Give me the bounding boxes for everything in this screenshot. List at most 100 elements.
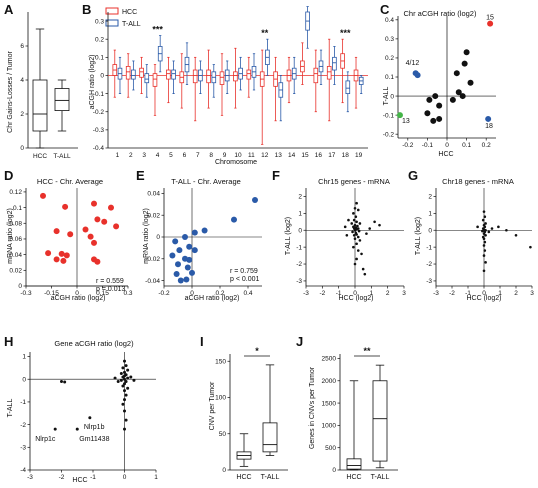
panel-j-ytick-label: 2000	[322, 378, 337, 385]
panel-g-point	[483, 240, 487, 244]
panel-d-point	[82, 226, 89, 233]
panel-f-point	[355, 220, 358, 224]
panel-h-point	[121, 384, 125, 388]
panel-c-point-tall	[414, 72, 421, 79]
panel-d-point	[53, 228, 60, 235]
panel-f-point	[363, 272, 367, 276]
panel-f-ytick-label: -1	[296, 244, 302, 251]
panel-h-ytick-label: 1	[22, 354, 26, 361]
panel-h-point	[119, 378, 123, 382]
panel-d-point	[108, 204, 114, 211]
panel-a-xtick-label: HCC	[33, 153, 47, 160]
panel-g-xlabel: HCC (log2)	[466, 295, 501, 302]
panel-c-point-black	[459, 93, 466, 100]
panel-b-chromosome-label: 5	[169, 152, 173, 159]
panel-c-point-black	[426, 96, 433, 103]
panel-j-ytick-label: 1000	[322, 423, 337, 430]
panel-g-xtick-label: -3	[433, 290, 439, 297]
panel-d-stat-r: r = 0.559	[96, 278, 124, 285]
panel-a-ytick-label: 0	[20, 145, 24, 152]
panel-e-xtick-label: -0.2	[158, 290, 170, 297]
panel-e-point	[184, 264, 191, 271]
panel-f-point	[353, 228, 357, 232]
panel-d-xtick-label: -0.15	[44, 290, 59, 297]
panel-f-point	[368, 227, 372, 230]
panel-e: T-ALL - Chr. Average aCGH ratio (log2) m…	[143, 177, 262, 302]
panel-i-ytick-label: 100	[215, 395, 226, 402]
panel-b-ytick-label: 0.2	[95, 36, 104, 43]
panel-b-box-hcc-chr9-box	[219, 71, 225, 85]
panel-e-point	[169, 252, 176, 259]
panel-b-box-hcc-chr11-box	[246, 69, 252, 80]
panel-f-point	[353, 237, 357, 240]
legend-label-tall: T-ALL	[122, 21, 141, 28]
panel-g-point	[476, 225, 479, 229]
panel-h-gene-label: Nlrp1b	[84, 424, 105, 431]
panel-f-point	[356, 224, 359, 228]
panel-a-xtick-label: T-ALL	[53, 153, 71, 160]
panel-b-box-hcc-chr7-box	[192, 69, 198, 84]
panel-d-stat-p: p = 0.013	[96, 286, 125, 293]
panel-i: CNV per Tumor 0 50 100 150 HCC T-ALL *	[209, 346, 288, 481]
panel-f-ytick-label: -2	[296, 261, 302, 268]
panel-b-chromosome-label: 16	[315, 152, 323, 159]
panel-d-point	[58, 250, 65, 257]
panel-d-xtick-label: 0	[75, 290, 79, 297]
panel-d-point	[60, 257, 67, 264]
panel-g: Chr18 genes - mRNA HCC (log2) T-ALL (log…	[415, 177, 534, 302]
panel-e-ylabel: mRNA ratio (log2)	[143, 208, 150, 264]
panel-a-box-t-all-box	[54, 88, 70, 112]
panel-label-a: A	[4, 2, 14, 17]
panel-h-point	[123, 398, 126, 402]
panel-h-point	[124, 393, 128, 397]
panel-f-point	[352, 234, 356, 237]
panel-c-point-black	[467, 79, 474, 86]
panel-b-box-hcc-chr16-box	[313, 67, 319, 84]
panel-c-point-black	[432, 93, 439, 100]
panel-c-point-black	[424, 110, 431, 117]
panel-g-point	[514, 234, 518, 237]
panel-f-point	[358, 239, 362, 242]
panel-g-point	[487, 230, 491, 234]
panel-i-xtick-label: T-ALL	[261, 474, 280, 481]
panel-b-box-hcc-chr10-box	[233, 71, 238, 82]
panel-label-e: E	[136, 168, 145, 183]
legend-swatch-hcc	[105, 7, 119, 15]
panel-c-ytick-label: 0.1	[385, 74, 394, 81]
panel-i-xtick-label: HCC	[236, 474, 251, 481]
panel-b-chromosome-label: 15	[301, 152, 309, 159]
panel-f-point	[358, 222, 362, 225]
panel-b-box-tall-chr2-box	[131, 69, 136, 80]
panel-d-xtick-label: -0.3	[20, 290, 32, 297]
panel-c-ytick-label: -0.1	[383, 112, 395, 119]
panel-h-point	[53, 427, 57, 431]
panel-c-xlabel: HCC	[438, 151, 453, 158]
panel-g-xtick-label: -2	[449, 290, 455, 297]
panel-g-point	[482, 244, 486, 247]
panel-d-point	[91, 200, 97, 207]
panel-g-point	[481, 218, 485, 222]
panel-h-point	[126, 386, 130, 390]
panel-e-point	[189, 269, 195, 276]
panel-b-chromosome-label: 9	[223, 152, 227, 159]
panel-b-chromosome-label: 10	[234, 152, 242, 159]
panel-h-point	[132, 378, 136, 382]
panel-i-box-t-all-box	[262, 422, 278, 453]
panel-b-legend: HCC T-ALL	[105, 7, 141, 28]
panel-f-title: Chr15 genes - mRNA	[318, 177, 390, 186]
panel-d-ytick-label: 0.12	[9, 189, 22, 196]
panel-i-significance-stars: *	[255, 346, 259, 356]
panel-b-box-hcc-chr4-box	[152, 73, 158, 87]
panel-h-gene-label: Gm11438	[79, 436, 109, 443]
panel-e-stat-p: p < 0.001	[230, 276, 259, 283]
panel-b-box-tall-chr17-box	[332, 56, 337, 71]
panel-g-point	[484, 261, 487, 264]
panel-g-xtick-label: -1	[465, 290, 471, 297]
panel-b-chromosome-label: 6	[183, 152, 187, 159]
panel-c-ytick-label: 0.2	[385, 55, 394, 62]
panel-b-xlabel: Chromosome	[215, 159, 257, 166]
panel-h-xtick-label: 1	[154, 474, 158, 481]
panel-e-point	[177, 277, 184, 284]
panel-j-xtick-label: HCC	[346, 474, 361, 481]
panel-j-ytick-label: 2500	[322, 356, 337, 363]
